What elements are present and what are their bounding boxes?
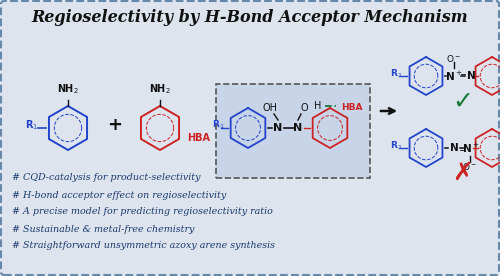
Text: NH$_2$: NH$_2$ bbox=[57, 82, 79, 96]
Text: # A precise model for predicting regioselectivity ratio: # A precise model for predicting regiose… bbox=[12, 208, 273, 216]
Text: # Straightforward unsymmetric azoxy arene synthesis: # Straightforward unsymmetric azoxy aren… bbox=[12, 242, 275, 251]
Text: N: N bbox=[274, 123, 282, 133]
Text: H: H bbox=[314, 101, 322, 111]
Text: N$^+$: N$^+$ bbox=[445, 70, 463, 83]
Text: Regioselectivity by H-Bond Acceptor Mechanism: Regioselectivity by H-Bond Acceptor Mech… bbox=[32, 9, 469, 26]
Text: # H-bond acceptor effect on regioselectivity: # H-bond acceptor effect on regioselecti… bbox=[12, 190, 226, 200]
Text: OH: OH bbox=[262, 103, 278, 113]
Text: O$^-$: O$^-$ bbox=[462, 161, 477, 171]
Text: R$_1$: R$_1$ bbox=[212, 119, 224, 131]
Text: # Sustainable & metal-free chemistry: # Sustainable & metal-free chemistry bbox=[12, 224, 194, 233]
Text: N: N bbox=[450, 143, 458, 153]
FancyBboxPatch shape bbox=[216, 84, 370, 178]
Text: O: O bbox=[300, 103, 308, 113]
Text: O$^-$: O$^-$ bbox=[446, 52, 462, 63]
Text: NH$_2$: NH$_2$ bbox=[149, 82, 171, 96]
Text: N$^+$: N$^+$ bbox=[462, 141, 480, 155]
Text: +: + bbox=[108, 116, 122, 134]
Text: ✓: ✓ bbox=[452, 90, 473, 114]
Text: # CQD-catalysis for product-selectivity: # CQD-catalysis for product-selectivity bbox=[12, 174, 200, 182]
Text: N: N bbox=[294, 123, 302, 133]
Text: R$_1$: R$_1$ bbox=[26, 118, 38, 132]
Text: HBA: HBA bbox=[341, 104, 362, 113]
Text: HBA: HBA bbox=[187, 133, 210, 143]
Text: N: N bbox=[466, 71, 475, 81]
Text: ✗: ✗ bbox=[452, 161, 473, 185]
Text: R$_1$: R$_1$ bbox=[390, 140, 402, 152]
Text: R$_1$: R$_1$ bbox=[390, 68, 402, 80]
